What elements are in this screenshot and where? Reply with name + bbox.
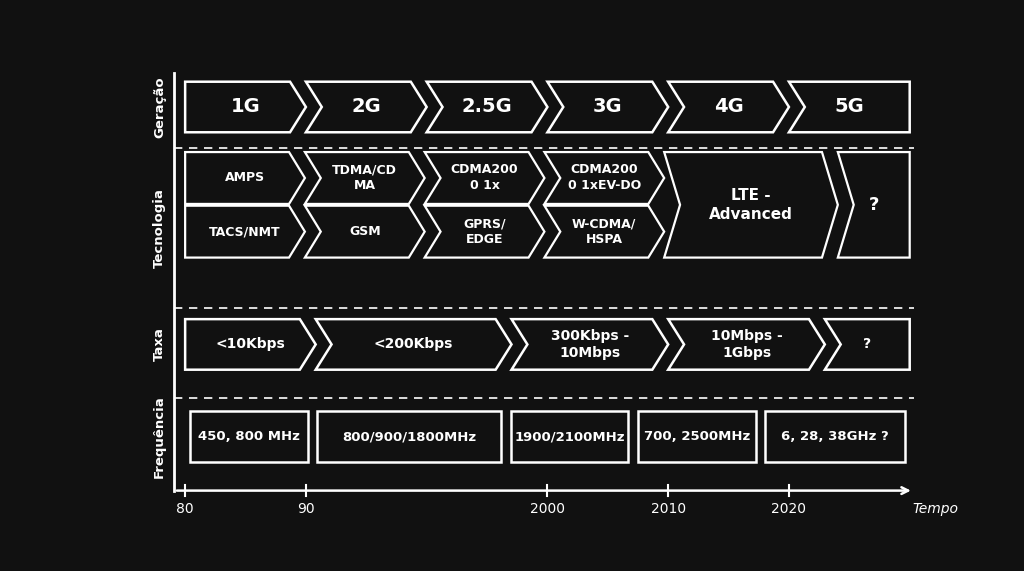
Text: 6, 28, 38GHz ?: 6, 28, 38GHz ? [781, 430, 889, 443]
Polygon shape [185, 206, 305, 258]
Bar [189, 412, 307, 462]
Text: 800/900/1800MHz: 800/900/1800MHz [342, 430, 476, 443]
Polygon shape [305, 206, 425, 258]
Text: 1900/2100MHz: 1900/2100MHz [514, 430, 625, 443]
Polygon shape [315, 319, 512, 369]
Text: 10Mbps -
1Gbps: 10Mbps - 1Gbps [711, 329, 782, 360]
Polygon shape [665, 152, 838, 258]
Polygon shape [545, 152, 665, 204]
Text: LTE -
Advanced: LTE - Advanced [709, 188, 793, 222]
Text: TACS/NMT: TACS/NMT [209, 225, 281, 238]
Text: Geração: Geração [154, 77, 166, 138]
Polygon shape [305, 152, 425, 204]
Bar [638, 412, 756, 462]
Polygon shape [669, 82, 788, 132]
Polygon shape [788, 82, 909, 132]
Text: 1G: 1G [230, 98, 260, 116]
Bar [511, 412, 629, 462]
Text: GSM: GSM [349, 225, 381, 238]
Text: 700, 2500MHz: 700, 2500MHz [644, 430, 750, 443]
Text: 2.5G: 2.5G [462, 98, 512, 116]
Text: 90: 90 [297, 501, 314, 516]
Polygon shape [838, 152, 909, 258]
Text: 5G: 5G [835, 98, 864, 116]
Text: 4G: 4G [714, 98, 743, 116]
Polygon shape [669, 319, 825, 369]
Text: 2000: 2000 [529, 501, 565, 516]
Text: W-CDMA/
HSPA: W-CDMA/ HSPA [572, 217, 637, 246]
Text: Frequência: Frequência [154, 395, 166, 478]
Polygon shape [512, 319, 669, 369]
Polygon shape [185, 152, 305, 204]
Text: TDMA/CD
MA: TDMA/CD MA [333, 163, 397, 192]
Text: ?: ? [863, 337, 871, 351]
Polygon shape [425, 152, 545, 204]
Text: Tecnologia: Tecnologia [154, 188, 166, 268]
Polygon shape [427, 82, 548, 132]
Text: <200Kbps: <200Kbps [374, 337, 454, 351]
Polygon shape [306, 82, 427, 132]
Text: 3G: 3G [593, 98, 623, 116]
Text: ?: ? [868, 196, 879, 214]
Text: 80: 80 [176, 501, 194, 516]
Text: 2020: 2020 [771, 501, 807, 516]
Text: 2G: 2G [351, 98, 381, 116]
Text: Taxa: Taxa [154, 327, 166, 361]
Polygon shape [185, 82, 306, 132]
Text: 2010: 2010 [650, 501, 686, 516]
Text: GPRS/
EDGE: GPRS/ EDGE [463, 217, 506, 246]
Polygon shape [825, 319, 909, 369]
Text: 450, 800 MHz: 450, 800 MHz [198, 430, 300, 443]
Polygon shape [548, 82, 669, 132]
Bar [765, 412, 905, 462]
Text: <10Kbps: <10Kbps [215, 337, 286, 351]
Text: 300Kbps -
10Mbps: 300Kbps - 10Mbps [551, 329, 629, 360]
Bar [317, 412, 501, 462]
Text: CDMA200
0 1xEV-DO: CDMA200 0 1xEV-DO [567, 163, 641, 192]
Polygon shape [425, 206, 545, 258]
Text: Tempo: Tempo [912, 501, 958, 516]
Text: CDMA200
0 1x: CDMA200 0 1x [451, 163, 518, 192]
Polygon shape [545, 206, 665, 258]
Text: AMPS: AMPS [225, 171, 265, 184]
Polygon shape [185, 319, 315, 369]
